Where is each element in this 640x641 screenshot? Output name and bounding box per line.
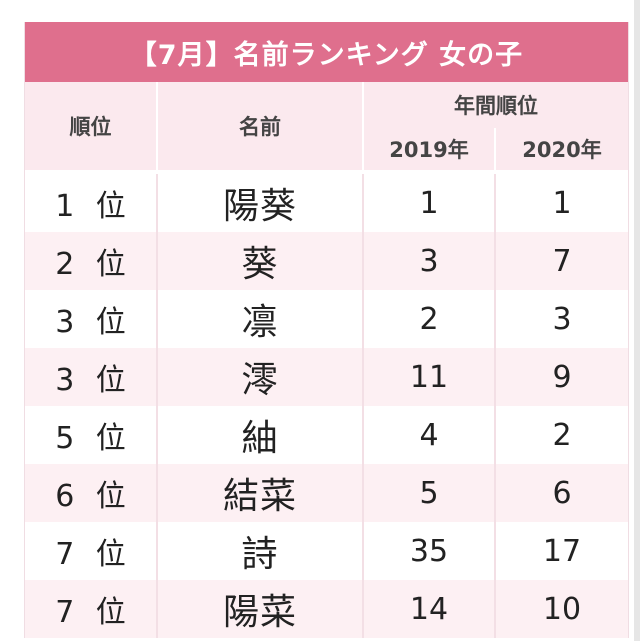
rank-2019-cell: 35: [363, 522, 496, 580]
table-row: 2 位 葵 3 7: [25, 232, 628, 290]
rank-2019-cell: 3: [363, 232, 496, 290]
rank-cell: 6 位: [25, 464, 158, 522]
table-row: 7 位 陽菜 14 10: [25, 580, 628, 638]
table-row: 3 位 澪 11 9: [25, 348, 628, 406]
rank-2020-cell: 7: [495, 232, 628, 290]
header-year-2019: 2019年: [363, 128, 496, 170]
table-row: 1 位 陽葵 1 1: [25, 174, 628, 232]
header-rank: 順位: [25, 82, 158, 170]
table-row: 6 位 結菜 5 6: [25, 464, 628, 522]
name-cell: 結菜: [157, 464, 364, 522]
rank-2020-cell: 9: [495, 348, 628, 406]
name-cell: 澪: [157, 348, 364, 406]
rank-cell: 1 位: [25, 174, 158, 232]
table-row: 5 位 紬 4 2: [25, 406, 628, 464]
rank-2019-cell: 11: [363, 348, 496, 406]
table-title: 【7月】名前ランキング 女の子: [25, 22, 628, 82]
rank-cell: 7 位: [25, 522, 158, 580]
rank-2020-cell: 17: [495, 522, 628, 580]
rank-cell: 2 位: [25, 232, 158, 290]
rank-2020-cell: 3: [495, 290, 628, 348]
name-cell: 陽葵: [157, 174, 364, 232]
table-row: 3 位 凛 2 3: [25, 290, 628, 348]
table-row: 7 位 詩 35 17: [25, 522, 628, 580]
ranking-grid: 順位 名前 年間順位 2019年 2020年 1 位 陽葵 1 1: [25, 82, 628, 638]
header-annual-rank: 年間順位: [363, 82, 628, 128]
rank-2020-cell: 1: [495, 174, 628, 232]
rank-cell: 5 位: [25, 406, 158, 464]
name-cell: 紬: [157, 406, 364, 464]
name-cell: 陽菜: [157, 580, 364, 638]
header-year-2020: 2020年: [495, 128, 628, 170]
name-cell: 詩: [157, 522, 364, 580]
rank-2019-cell: 1: [363, 174, 496, 232]
rank-2019-cell: 5: [363, 464, 496, 522]
rank-2020-cell: 6: [495, 464, 628, 522]
rank-2019-cell: 14: [363, 580, 496, 638]
ranking-table: 【7月】名前ランキング 女の子 順位 名前 年間順位 2019年 2020年: [24, 22, 629, 638]
name-cell: 凛: [157, 290, 364, 348]
rank-2019-cell: 4: [363, 406, 496, 464]
rank-2020-cell: 2: [495, 406, 628, 464]
rank-2020-cell: 10: [495, 580, 628, 638]
rank-2019-cell: 2: [363, 290, 496, 348]
header-name: 名前: [157, 82, 364, 170]
rank-cell: 3 位: [25, 290, 158, 348]
right-edge-strip: [634, 0, 640, 641]
rank-cell: 3 位: [25, 348, 158, 406]
name-cell: 葵: [157, 232, 364, 290]
rank-cell: 7 位: [25, 580, 158, 638]
